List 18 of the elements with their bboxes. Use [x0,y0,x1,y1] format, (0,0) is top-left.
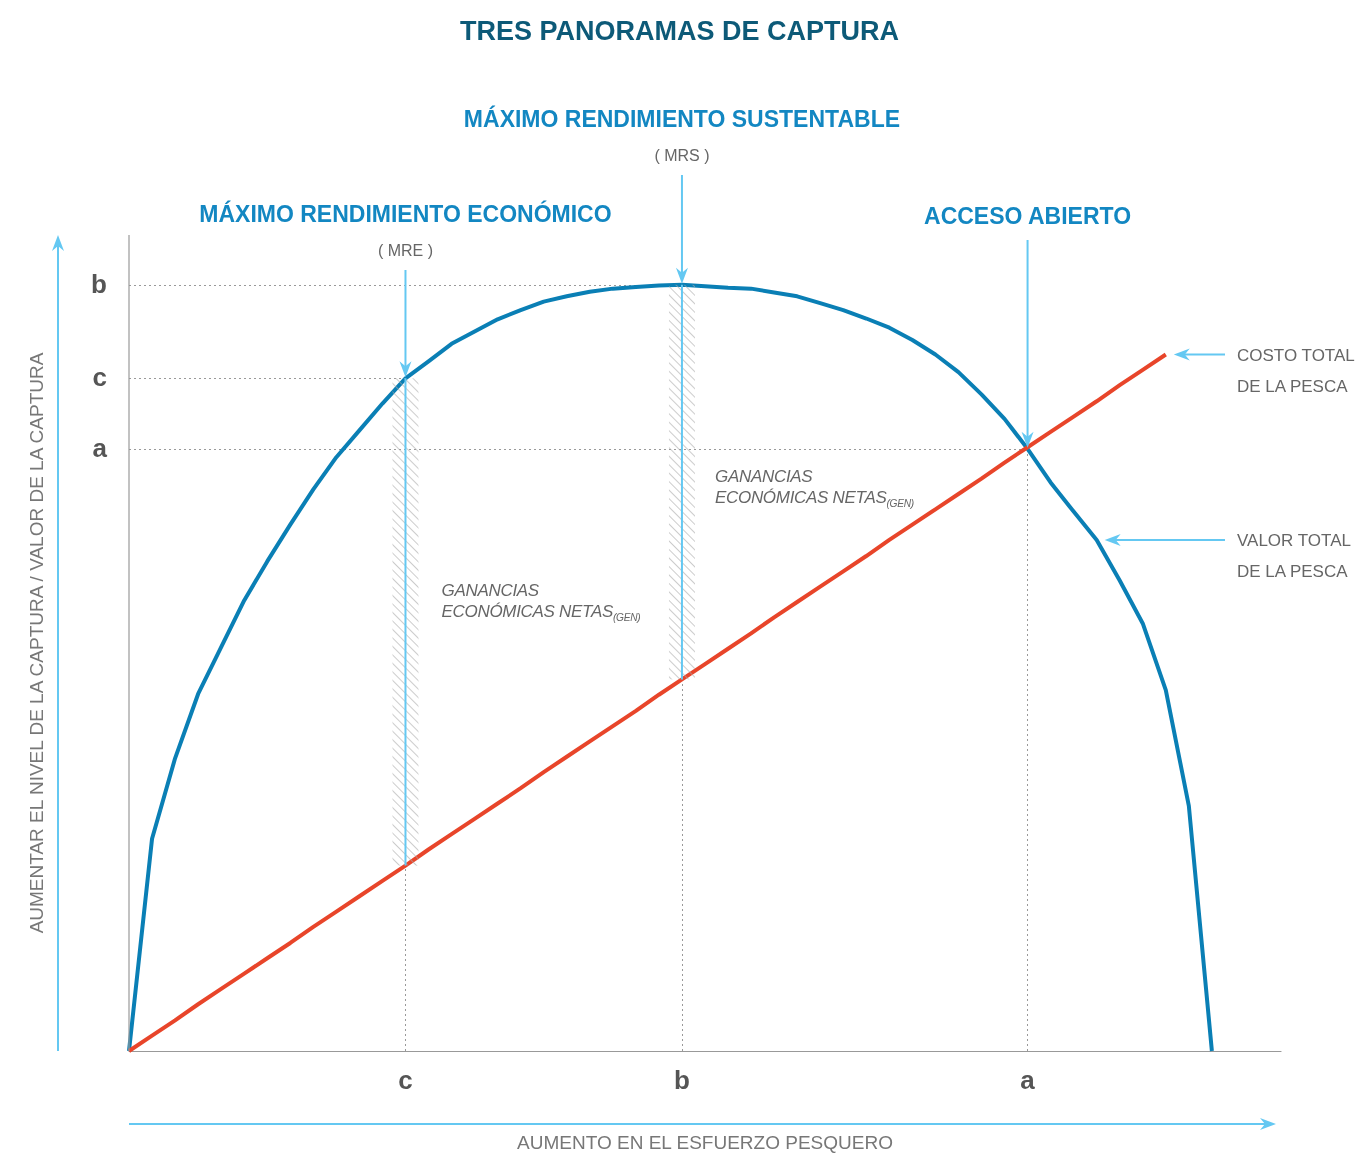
text: ACCESO ABIERTO [923,203,1133,230]
text: c [397,1065,414,1096]
text: b [90,268,107,300]
text: a [1019,1065,1036,1096]
x-axis-title: AUMENTO EN EL ESFUERZO PESQUERO [517,1132,893,1153]
text: MÁXIMO RENDIMIENTO SUSTENTABLE [462,106,902,133]
text: c [91,362,107,394]
text: MÁXIMO RENDIMIENTO ECONÓMICO [198,201,613,228]
annotation: GANANCIAS ECONÓMICAS NETAS$_{(GEN)}$ [441,580,642,626]
text: ( MRE ) [376,242,434,260]
annotation: COSTO TOTAL DE LA PESCA [1237,344,1355,398]
annotation: GANANCIAS ECONÓMICAS NETAS$_{(GEN)}$ [714,466,915,512]
text: b [673,1065,691,1096]
y-axis-title: AUMENTAR EL NIVEL DE LA CAPTURA / VALOR DE LA CAPTURA [26,352,48,934]
text: ( MRS ) [653,147,711,165]
text: a [91,432,107,464]
annotation: VALOR TOTAL DE LA PESCA [1237,529,1352,583]
chart-title: TRES PANORAMAS DE CAPTURA [459,15,900,46]
